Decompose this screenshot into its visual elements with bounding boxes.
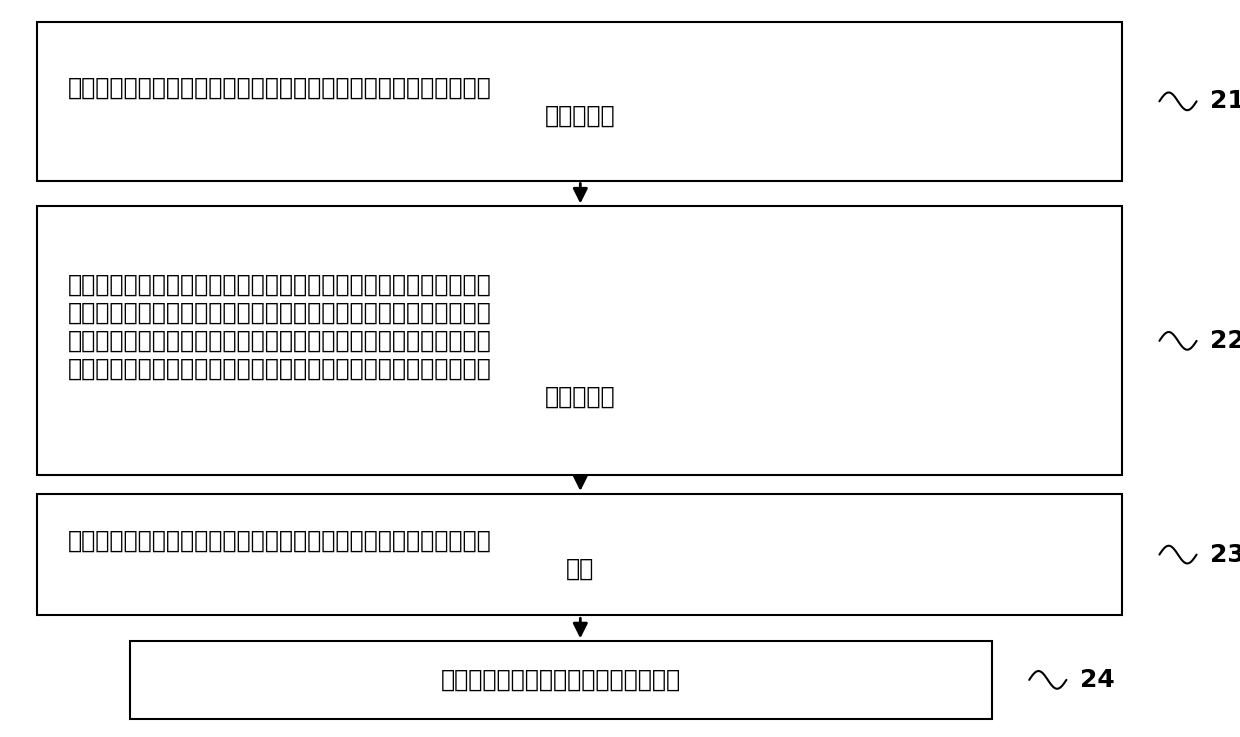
Text: 波角速度，将滤波角速度作为输入量输入至压缩机控制用速度环中的: 波角速度，将滤波角速度作为输入量输入至压缩机控制用速度环中的 [68,301,492,325]
Text: 将力矩补偿量补偿到速度环调节器的输出力矩中，获得补偿后的输出: 将力矩补偿量补偿到速度环调节器的输出力矩中，获得补偿后的输出 [68,528,492,553]
Text: 力矩: 力矩 [565,556,594,581]
Text: 角速度差值: 角速度差值 [544,103,615,128]
Bar [37,494,1122,615]
Bar [37,206,1122,475]
Text: 对第一角速度差值作滤波处理，获得至少滤除部分角速度波动后的滤: 对第一角速度差值作滤波处理，获得至少滤除部分角速度波动后的滤 [68,273,492,297]
Text: 力矩补偿量: 力矩补偿量 [544,385,615,409]
Text: 21: 21 [1210,89,1240,113]
Text: 度差值执行力矩补偿，获得第一角速度差值中部分角速度波动对应的: 度差值执行力矩补偿，获得第一角速度差值中部分角速度波动对应的 [68,357,492,381]
Text: 23: 23 [1210,542,1240,567]
Bar [37,22,1122,181]
Text: 速度环调节器，获得速度环调节器的输出力矩；同时，基于第一角速: 速度环调节器，获得速度环调节器的输出力矩；同时，基于第一角速 [68,329,492,353]
Text: 24: 24 [1080,668,1115,692]
Text: 根据补偿后的输出力矩控制空调压缩机: 根据补偿后的输出力矩控制空调压缩机 [441,668,681,692]
Text: 计算目标角速度波动量与锁相环调节器的输出角速度之差，获得第一: 计算目标角速度波动量与锁相环调节器的输出角速度之差，获得第一 [68,75,492,99]
Text: 22: 22 [1210,329,1240,353]
Bar [130,641,992,719]
